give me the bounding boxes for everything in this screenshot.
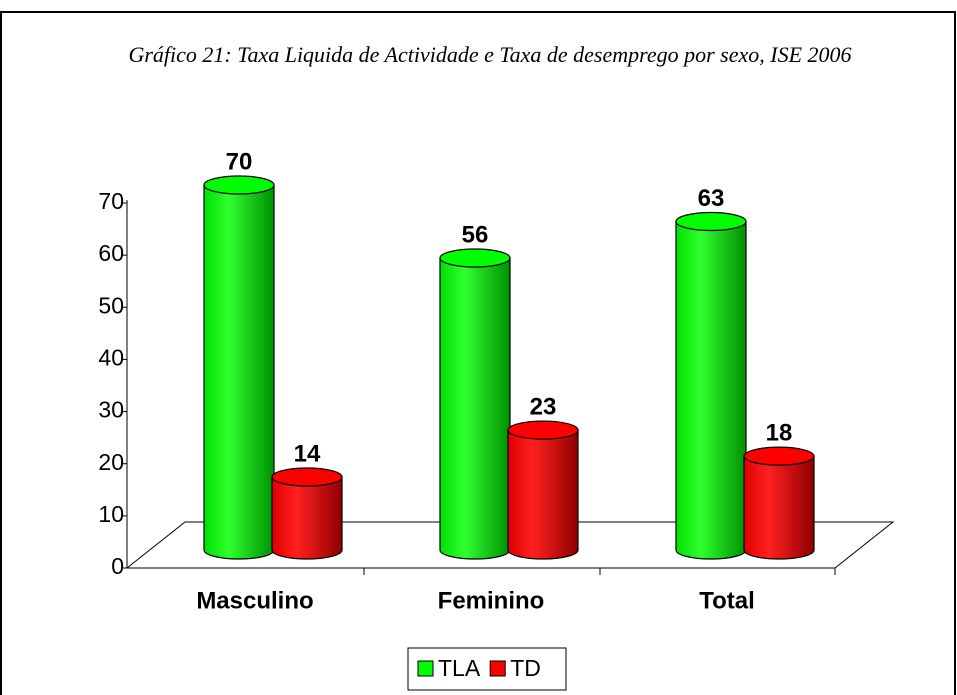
bar <box>439 248 511 560</box>
legend-swatch <box>489 660 506 677</box>
y-tick-label: 20 <box>98 449 124 475</box>
bar <box>271 467 343 560</box>
bar-top <box>271 467 343 487</box>
bar <box>203 175 275 560</box>
bar-body <box>271 476 343 560</box>
bar-body <box>743 455 815 560</box>
bar <box>507 420 579 560</box>
bar-body <box>439 257 511 560</box>
bar <box>743 446 815 560</box>
chart-title: Gráfico 21: Taxa Liquida de Actividade e… <box>128 42 851 67</box>
y-tick-label: 30 <box>98 397 124 423</box>
x-tick-label: Masculino <box>196 587 313 614</box>
legend-label: TD <box>510 655 541 681</box>
bar-body <box>203 184 275 560</box>
bar <box>675 211 747 560</box>
bar-body <box>675 220 747 560</box>
data-label: 23 <box>530 393 557 420</box>
frame <box>0 11 956 695</box>
bar-top <box>203 175 275 195</box>
bar-top <box>439 248 511 268</box>
legend-box <box>407 647 567 691</box>
x-tick-label: Total <box>699 587 755 614</box>
y-tick-label: 60 <box>98 240 124 266</box>
y-tick-label: 40 <box>98 345 124 371</box>
x-tick-label: Feminino <box>438 587 545 614</box>
data-label: 14 <box>294 440 321 467</box>
bar-body <box>507 429 579 560</box>
data-label: 63 <box>698 185 725 212</box>
data-label: 18 <box>766 419 793 446</box>
floor <box>126 200 895 575</box>
y-tick-label: 0 <box>111 553 124 579</box>
legend-swatch <box>417 660 434 677</box>
y-tick-label: 50 <box>98 292 124 318</box>
bar-top <box>743 446 815 466</box>
legend-label: TLA <box>438 655 481 681</box>
bar-top <box>675 211 747 232</box>
bar-top <box>507 420 579 440</box>
y-tick-label: 10 <box>98 501 124 527</box>
data-label: 70 <box>226 148 253 175</box>
y-tick-label: 70 <box>98 188 124 214</box>
data-label: 56 <box>462 221 489 248</box>
